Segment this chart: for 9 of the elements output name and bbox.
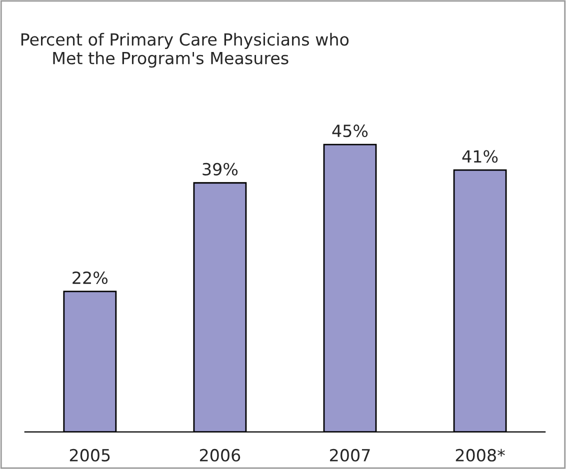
data-label: 22%	[72, 271, 108, 284]
x-tick-label: 2006	[200, 448, 240, 462]
chart-title: Percent of Primary Care Physicians who Met the Program's Measures	[21, 32, 349, 68]
data-label: 39%	[202, 162, 238, 176]
data-label: 45%	[332, 124, 368, 138]
x-tick-label: 2007	[330, 448, 370, 462]
data-label: 41%	[462, 150, 498, 163]
x-tick-label: 2005	[70, 448, 110, 462]
x-tick-label: 2008*	[456, 448, 505, 462]
